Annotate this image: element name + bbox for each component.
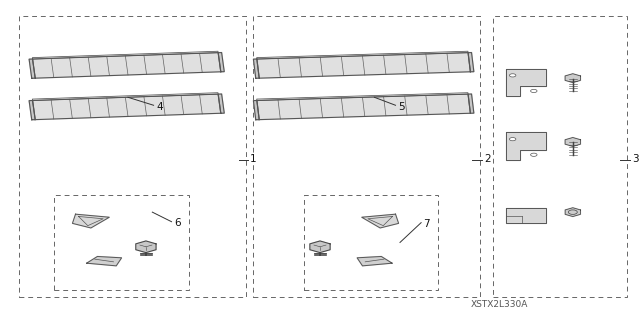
Text: XSTX2L330A: XSTX2L330A [470, 300, 528, 309]
Polygon shape [33, 93, 218, 100]
Polygon shape [506, 132, 546, 160]
Circle shape [509, 74, 516, 77]
Polygon shape [257, 53, 470, 78]
Polygon shape [218, 94, 224, 113]
Polygon shape [86, 256, 122, 266]
Text: 6: 6 [174, 218, 180, 228]
Bar [19, 16, 246, 297]
Polygon shape [362, 214, 399, 228]
Circle shape [531, 153, 537, 156]
Bar [253, 16, 480, 297]
Text: 3: 3 [632, 154, 638, 165]
Polygon shape [253, 100, 259, 120]
Bar [493, 16, 627, 297]
Polygon shape [33, 51, 218, 59]
Polygon shape [565, 208, 580, 217]
Polygon shape [257, 93, 468, 100]
Polygon shape [506, 69, 546, 96]
Polygon shape [468, 94, 474, 113]
Polygon shape [310, 241, 330, 253]
Circle shape [531, 89, 537, 93]
Text: 1: 1 [250, 154, 257, 165]
Polygon shape [136, 241, 156, 253]
Polygon shape [33, 94, 221, 120]
Polygon shape [257, 51, 468, 59]
Polygon shape [468, 53, 474, 72]
Polygon shape [257, 94, 470, 120]
Polygon shape [218, 53, 224, 72]
Polygon shape [29, 100, 35, 120]
Polygon shape [357, 256, 392, 266]
Text: 5: 5 [398, 102, 404, 112]
Polygon shape [506, 208, 546, 223]
Polygon shape [565, 74, 580, 83]
Text: 7: 7 [423, 219, 429, 229]
Bar [54, 195, 189, 290]
Polygon shape [33, 53, 221, 78]
Polygon shape [253, 59, 259, 78]
Polygon shape [565, 137, 580, 146]
Polygon shape [29, 59, 35, 78]
Text: 2: 2 [484, 154, 490, 165]
Text: 4: 4 [157, 102, 163, 112]
Circle shape [509, 137, 516, 141]
Bar [304, 195, 438, 290]
Polygon shape [72, 214, 109, 228]
